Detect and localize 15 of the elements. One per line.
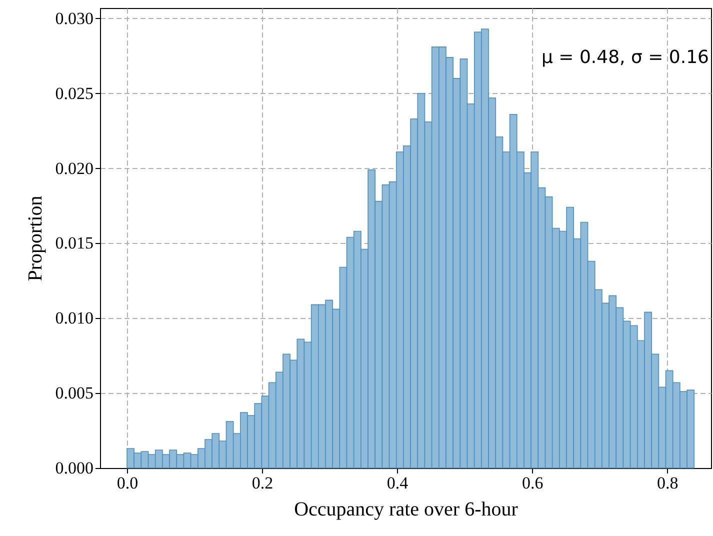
y-tick-label: 0.000 <box>55 458 94 478</box>
y-tick-label: 0.010 <box>55 308 94 328</box>
y-tick-label: 0.020 <box>55 158 94 178</box>
y-tick-label: 0.005 <box>55 384 94 403</box>
y-tick-label: 0.030 <box>55 8 94 28</box>
x-tick-label: 0.6 <box>522 474 544 492</box>
x-axis-title: Occupancy rate over 6-hour <box>294 498 518 520</box>
annotation: μ = 0.48, σ = 0.16 <box>541 47 709 68</box>
y-axis-title: Proportion <box>24 196 46 282</box>
x-tick-label: 0.2 <box>252 474 274 492</box>
x-tick-label: 0.8 <box>656 474 678 492</box>
y-tick-label: 0.015 <box>55 234 94 253</box>
x-tick-label: 0.0 <box>116 474 138 492</box>
y-tick-label: 0.025 <box>55 84 94 103</box>
x-tick-label: 0.4 <box>386 474 409 492</box>
